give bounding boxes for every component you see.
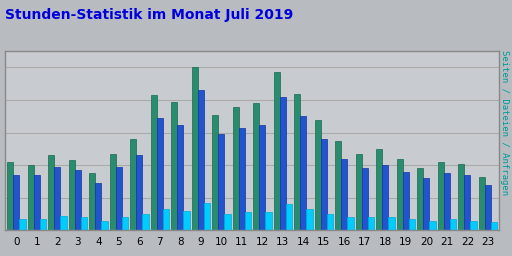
Bar [321,139,327,230]
Bar [362,168,368,230]
Bar [376,149,382,230]
Bar [423,178,430,230]
Bar [232,106,239,230]
Bar [89,173,95,230]
Bar [417,168,423,230]
Bar [409,219,415,230]
Bar [69,160,75,230]
Bar [315,120,321,230]
Bar [157,118,163,230]
Bar [245,212,251,230]
Bar [60,216,67,230]
Bar [389,217,395,230]
Bar [224,214,230,230]
Bar [253,103,260,230]
Bar [198,90,204,230]
Bar [136,155,142,230]
Bar [28,165,34,230]
Bar [491,222,497,230]
Bar [40,219,46,230]
Bar [301,116,307,230]
Text: Stunden-Statistik im Monat Juli 2019: Stunden-Statistik im Monat Juli 2019 [5,8,293,22]
Bar [356,154,362,230]
Bar [19,219,26,230]
Bar [471,221,477,230]
Bar [81,217,87,230]
Bar [479,177,485,230]
Bar [142,214,148,230]
Bar [218,134,224,230]
Bar [485,185,491,230]
Text: Seiten / Dateien / Anfragen: Seiten / Dateien / Anfragen [500,50,509,195]
Bar [183,211,189,230]
Bar [177,124,183,230]
Bar [48,155,54,230]
Bar [368,217,374,230]
Bar [348,217,354,230]
Bar [7,162,13,230]
Bar [444,173,450,230]
Bar [163,209,169,230]
Bar [403,172,409,230]
Bar [54,167,60,230]
Bar [239,128,245,230]
Bar [13,175,19,230]
Bar [191,68,198,230]
Bar [204,203,210,230]
Bar [438,162,444,230]
Bar [274,72,280,230]
Bar [171,102,177,230]
Bar [430,221,436,230]
Bar [151,95,157,230]
Bar [122,217,128,230]
Bar [266,212,272,230]
Bar [110,154,116,230]
Bar [307,209,313,230]
Bar [95,183,101,230]
Bar [342,159,348,230]
Bar [294,93,301,230]
Bar [280,97,286,230]
Bar [286,204,292,230]
Bar [116,167,122,230]
Bar [450,219,456,230]
Bar [34,175,40,230]
Bar [382,165,389,230]
Bar [130,139,136,230]
Bar [75,170,81,230]
Bar [260,124,266,230]
Bar [464,175,471,230]
Bar [101,221,108,230]
Bar [335,141,342,230]
Bar [458,164,464,230]
Bar [327,214,333,230]
Bar [397,159,403,230]
Bar [212,115,218,230]
